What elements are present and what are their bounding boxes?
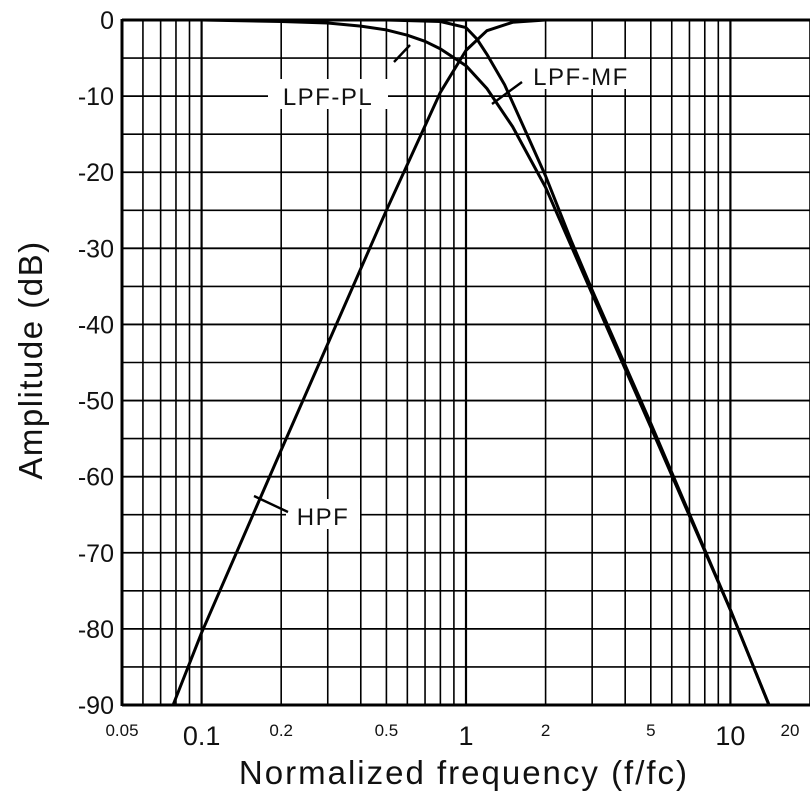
x-axis-label: Normalized frequency (f/fc) [239, 754, 689, 791]
annotation-background [516, 59, 646, 89]
x-tick-label: 5 [646, 721, 655, 740]
series-annotation-lpf-mf: LPF-MF [533, 64, 629, 91]
x-tick-label: 10 [715, 721, 745, 751]
annotation-leader [393, 44, 411, 63]
y-tick-label: -90 [78, 692, 114, 720]
annotation-leader [491, 81, 523, 105]
tick-labels: 0 -10 -20 -30 -40 -50 -60 -70 -80 -900.05 0.1 0.2 0.… [78, 7, 800, 751]
y-tick-label: -80 [78, 616, 114, 644]
series-annotation-lpf-pl: LPF-PL [283, 84, 373, 111]
x-tick-label: 2 [541, 721, 550, 740]
y-tick-label: -10 [78, 83, 114, 111]
x-tick-label: 0.1 [183, 721, 221, 751]
annotation-background [286, 499, 360, 529]
y-axis-label: Amplitude (dB) [12, 240, 49, 479]
y-tick-label: -70 [78, 540, 114, 568]
y-tick-label: -20 [78, 159, 114, 187]
y-tick-label: -60 [78, 464, 114, 492]
y-tick-label: -50 [78, 388, 114, 416]
y-tick-label: 0 [100, 7, 114, 35]
annotation-background [268, 79, 388, 109]
x-tick-label: 0.2 [269, 721, 293, 740]
series-group [171, 18, 810, 707]
x-tick-label: 20 [781, 721, 800, 740]
series-annotation-hpf: HPF [297, 504, 350, 531]
annotations: LPF-PL LPF-MF HPF [253, 44, 646, 531]
annotation-leader [253, 494, 289, 514]
y-tick-label: -30 [78, 235, 114, 263]
y-tick-label: -40 [78, 311, 114, 339]
series-line-hpf [171, 18, 810, 707]
series-line-lpf-pl [200, 18, 771, 707]
grid [120, 18, 810, 707]
x-tick-label: 0.05 [105, 721, 138, 740]
series-line-lpf-mf [200, 18, 771, 707]
x-tick-label: 0.5 [375, 721, 399, 740]
x-tick-label: 1 [458, 721, 473, 751]
